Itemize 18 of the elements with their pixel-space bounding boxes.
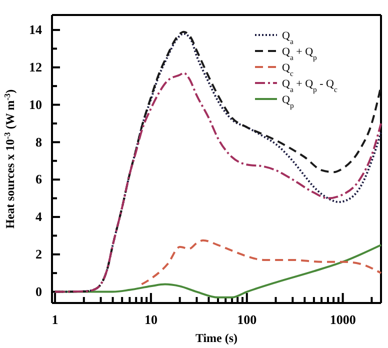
y-tick-label: 10 (29, 96, 42, 112)
y-tick-label: 6 (36, 172, 42, 187)
legend-label: Q$_{a}$ (282, 30, 294, 46)
legend-label: Q$_{p}$ (282, 94, 294, 110)
y-tick-label: 2 (36, 246, 42, 262)
y-tick-label: 14 (29, 22, 42, 38)
legend-label: Q$_{c}$ (282, 62, 294, 78)
x-tick-label: 100 (237, 312, 257, 328)
x-tick-label: 1 (52, 312, 58, 328)
legend-label: Q$_{a}$ + Q$_{p}$ - Q$_{c}$ (282, 78, 338, 94)
y-tick-label: 12 (29, 60, 42, 75)
x-tick-label: 10 (144, 312, 158, 328)
y-tick-label: 8 (36, 134, 42, 150)
legend-label: Q$_{a}$ + Q$_{p}$ (282, 46, 318, 62)
x-tick-label: 1000 (330, 312, 356, 328)
x-axis-title: Time (s) (195, 331, 238, 345)
y-tick-label: 0 (36, 284, 42, 299)
y-tick-label: 4 (36, 209, 42, 224)
